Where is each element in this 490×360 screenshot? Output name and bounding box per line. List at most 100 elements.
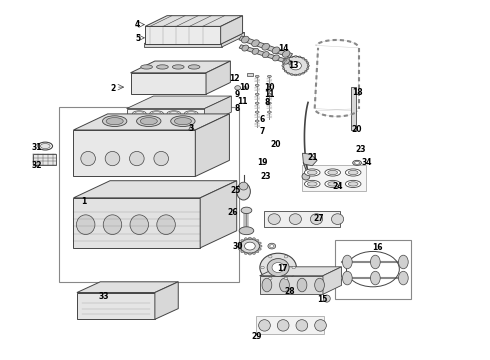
Text: 13: 13 — [289, 61, 299, 70]
Ellipse shape — [269, 277, 272, 280]
Ellipse shape — [305, 59, 307, 61]
Ellipse shape — [157, 215, 175, 234]
Ellipse shape — [262, 278, 272, 292]
Ellipse shape — [277, 320, 289, 331]
Polygon shape — [144, 44, 221, 47]
Polygon shape — [145, 26, 220, 44]
Ellipse shape — [252, 48, 259, 54]
Text: 31: 31 — [31, 143, 42, 152]
Ellipse shape — [290, 62, 301, 70]
Ellipse shape — [370, 271, 380, 285]
Ellipse shape — [292, 266, 295, 269]
Ellipse shape — [252, 252, 255, 255]
Bar — [265, 211, 340, 227]
Text: 24: 24 — [332, 181, 343, 190]
Ellipse shape — [255, 111, 259, 113]
Ellipse shape — [304, 180, 320, 188]
Ellipse shape — [184, 111, 198, 117]
Ellipse shape — [241, 207, 252, 213]
Ellipse shape — [304, 169, 320, 176]
Ellipse shape — [328, 170, 338, 175]
Ellipse shape — [245, 252, 247, 255]
Ellipse shape — [267, 258, 289, 276]
Ellipse shape — [134, 112, 144, 116]
Polygon shape — [130, 73, 206, 94]
Polygon shape — [126, 96, 231, 109]
Ellipse shape — [307, 68, 309, 69]
Ellipse shape — [239, 182, 248, 190]
Ellipse shape — [307, 182, 317, 186]
Ellipse shape — [245, 242, 255, 250]
Ellipse shape — [268, 84, 271, 86]
Ellipse shape — [242, 45, 248, 51]
Ellipse shape — [268, 111, 271, 113]
Ellipse shape — [157, 65, 168, 69]
Text: 19: 19 — [257, 158, 268, 167]
Ellipse shape — [291, 56, 293, 58]
Ellipse shape — [284, 70, 287, 72]
Text: 14: 14 — [278, 44, 289, 53]
Ellipse shape — [260, 253, 296, 282]
Ellipse shape — [102, 116, 127, 126]
Ellipse shape — [241, 239, 244, 242]
Ellipse shape — [280, 278, 289, 292]
Ellipse shape — [255, 75, 259, 77]
Ellipse shape — [252, 238, 255, 240]
Polygon shape — [130, 61, 230, 73]
Ellipse shape — [315, 278, 324, 292]
Polygon shape — [204, 96, 231, 125]
Ellipse shape — [40, 144, 50, 149]
Ellipse shape — [248, 253, 251, 255]
Polygon shape — [126, 109, 204, 125]
Text: 23: 23 — [355, 145, 366, 154]
Ellipse shape — [103, 215, 122, 234]
Ellipse shape — [243, 86, 247, 89]
Ellipse shape — [270, 245, 274, 248]
Polygon shape — [155, 282, 178, 319]
Ellipse shape — [152, 112, 161, 116]
Bar — [33, 154, 56, 165]
Ellipse shape — [239, 242, 242, 244]
Ellipse shape — [284, 59, 287, 61]
Text: 34: 34 — [362, 158, 372, 167]
Polygon shape — [77, 293, 155, 319]
Text: 30: 30 — [232, 242, 243, 251]
Text: 21: 21 — [307, 153, 318, 162]
Text: 11: 11 — [265, 90, 275, 99]
Text: 11: 11 — [237, 97, 247, 106]
Polygon shape — [144, 32, 245, 44]
Ellipse shape — [287, 72, 290, 74]
Ellipse shape — [255, 120, 259, 122]
Ellipse shape — [353, 160, 362, 165]
Ellipse shape — [239, 248, 242, 250]
Ellipse shape — [130, 215, 148, 234]
Text: 2: 2 — [111, 84, 116, 93]
Text: 10: 10 — [240, 83, 250, 92]
Ellipse shape — [255, 84, 259, 86]
Polygon shape — [260, 267, 342, 276]
Ellipse shape — [268, 93, 271, 95]
Ellipse shape — [235, 86, 241, 90]
Bar — [335, 240, 411, 298]
Ellipse shape — [284, 256, 288, 258]
Text: 20: 20 — [351, 126, 362, 135]
Ellipse shape — [186, 112, 196, 116]
Ellipse shape — [268, 243, 276, 249]
Ellipse shape — [282, 65, 284, 67]
Ellipse shape — [255, 93, 259, 95]
Text: 3: 3 — [189, 124, 194, 133]
Ellipse shape — [237, 183, 250, 200]
Ellipse shape — [241, 251, 244, 253]
Ellipse shape — [268, 214, 280, 225]
Polygon shape — [196, 114, 229, 176]
Text: 16: 16 — [372, 243, 382, 252]
Ellipse shape — [325, 180, 341, 188]
Ellipse shape — [297, 278, 307, 292]
Ellipse shape — [106, 118, 123, 125]
Ellipse shape — [296, 320, 308, 331]
Bar — [247, 73, 253, 76]
Ellipse shape — [348, 182, 358, 186]
Ellipse shape — [129, 152, 144, 166]
Ellipse shape — [315, 320, 326, 331]
Text: 6: 6 — [260, 116, 265, 125]
